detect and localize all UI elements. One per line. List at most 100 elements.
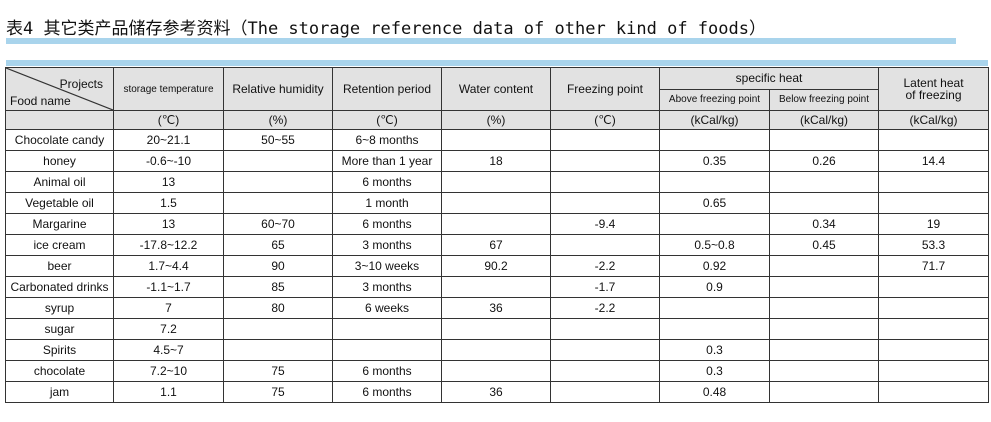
below-freezing-cell (768, 297, 880, 319)
latent-heat-line1: Latent heat (903, 76, 964, 90)
freezing-point-cell: -2.2 (550, 255, 660, 277)
relative-humidity-header: Relative humidity (223, 67, 333, 111)
temperature-cell: 20~21.1 (113, 129, 224, 151)
latent-heat-header: Latent heat of freezing (878, 67, 990, 111)
table-row: Carbonated drinks -1.1~1.7 85 3 months -1.7 0… (5, 276, 990, 298)
above-freezing-header: Above freezing point (659, 88, 770, 111)
water-content-cell: 36 (441, 381, 551, 403)
humidity-cell: 75 (223, 381, 333, 403)
freezing-point-header: Freezing point (550, 67, 660, 111)
food-name-cell: chocolate (5, 360, 114, 382)
unit-latent: (kCal/kg) (878, 110, 990, 130)
food-name-cell: ice cream (5, 234, 114, 256)
water-content-cell (441, 339, 551, 361)
units-row: (℃) (%) (℃) (%) (℃) (kCal/kg) (kCal/kg) … (5, 110, 990, 130)
below-freezing-header: Below freezing point (768, 88, 880, 111)
temperature-cell: 1.5 (113, 192, 224, 214)
freezing-point-cell (550, 171, 660, 193)
humidity-cell: 85 (223, 276, 333, 298)
retention-cell: 3 months (332, 276, 442, 298)
table-row: Chocolate candy 20~21.1 50~55 6~8 months (5, 129, 990, 151)
humidity-cell: 65 (223, 234, 333, 256)
above-freezing-cell: 0.35 (659, 150, 770, 172)
below-freezing-cell (768, 129, 880, 151)
above-freezing-cell: 0.9 (659, 276, 770, 298)
corner-header-cell: Projects Food name (5, 67, 114, 111)
retention-cell: 6 months (332, 381, 442, 403)
latent-heat-cell (878, 192, 990, 214)
specific-heat-header: specific heat (658, 67, 880, 90)
table-row: beer 1.7~4.4 90 3~10 weeks 90.2 -2.2 0.92 71.7 (5, 255, 990, 277)
latent-heat-cell: 14.4 (878, 150, 990, 172)
above-freezing-cell (659, 129, 770, 151)
water-content-cell: 36 (441, 297, 551, 319)
water-content-header: Water content (441, 67, 551, 111)
water-content-cell (441, 192, 551, 214)
retention-cell: 1 month (332, 192, 442, 214)
above-freezing-cell (659, 171, 770, 193)
freezing-point-cell (550, 381, 660, 403)
below-freezing-cell: 0.34 (768, 213, 880, 235)
below-freezing-cell (768, 171, 880, 193)
retention-cell (332, 318, 442, 340)
latent-heat-cell (878, 381, 990, 403)
table-row: jam 1.1 75 6 months 36 0.48 (5, 381, 990, 403)
humidity-cell (223, 192, 333, 214)
table-row: Animal oil 13 6 months (5, 171, 990, 193)
retention-cell: 6 months (332, 213, 442, 235)
latent-heat-cell (878, 318, 990, 340)
food-name-cell: Chocolate candy (5, 129, 114, 151)
freezing-point-cell (550, 129, 660, 151)
water-content-cell (441, 318, 551, 340)
latent-heat-cell: 53.3 (878, 234, 990, 256)
page-title: 表4 其它类产品储存参考资料（The storage reference dat… (6, 19, 766, 39)
food-name-cell: Margarine (5, 213, 114, 235)
retention-cell: More than 1 year (332, 150, 442, 172)
freezing-point-cell (550, 318, 660, 340)
above-freezing-cell (659, 318, 770, 340)
unit-retention: (℃) (332, 110, 442, 130)
unit-water: (%) (441, 110, 551, 130)
water-content-cell: 67 (441, 234, 551, 256)
water-content-cell (441, 129, 551, 151)
below-freezing-cell (768, 276, 880, 298)
table-row: Margarine 13 60~70 6 months -9.4 0.34 19 (5, 213, 990, 235)
unit-humidity: (%) (223, 110, 333, 130)
temperature-cell: -17.8~12.2 (113, 234, 224, 256)
water-content-cell: 18 (441, 150, 551, 172)
below-freezing-cell (768, 339, 880, 361)
humidity-cell (223, 171, 333, 193)
humidity-cell: 90 (223, 255, 333, 277)
below-freezing-cell (768, 318, 880, 340)
retention-cell (332, 339, 442, 361)
food-name-cell: Animal oil (5, 171, 114, 193)
food-name-cell: honey (5, 150, 114, 172)
humidity-cell (223, 339, 333, 361)
table-row: Vegetable oil 1.5 1 month 0.65 (5, 192, 990, 214)
below-freezing-cell (768, 360, 880, 382)
food-name-cell: beer (5, 255, 114, 277)
below-freezing-cell (768, 255, 880, 277)
latent-heat-cell (878, 339, 990, 361)
food-name-cell: Spirits (5, 339, 114, 361)
table-row: chocolate 7.2~10 75 6 months 0.3 (5, 360, 990, 382)
above-freezing-cell: 0.65 (659, 192, 770, 214)
food-name-cell: Carbonated drinks (5, 276, 114, 298)
water-content-cell (441, 360, 551, 382)
water-content-cell: 90.2 (441, 255, 551, 277)
freezing-point-cell (550, 360, 660, 382)
latent-heat-cell (878, 276, 990, 298)
freezing-point-cell (550, 234, 660, 256)
latent-heat-cell: 71.7 (878, 255, 990, 277)
food-name-cell: Vegetable oil (5, 192, 114, 214)
latent-heat-cell (878, 360, 990, 382)
above-freezing-cell: 0.48 (659, 381, 770, 403)
freezing-point-cell: -1.7 (550, 276, 660, 298)
retention-cell: 6 months (332, 360, 442, 382)
table-row: honey -0.6~-10 More than 1 year 18 0.35 0.26 1… (5, 150, 990, 172)
below-freezing-cell (768, 381, 880, 403)
food-name-cell: jam (5, 381, 114, 403)
freezing-point-cell (550, 192, 660, 214)
above-freezing-cell: 0.92 (659, 255, 770, 277)
above-freezing-cell: 0.3 (659, 360, 770, 382)
